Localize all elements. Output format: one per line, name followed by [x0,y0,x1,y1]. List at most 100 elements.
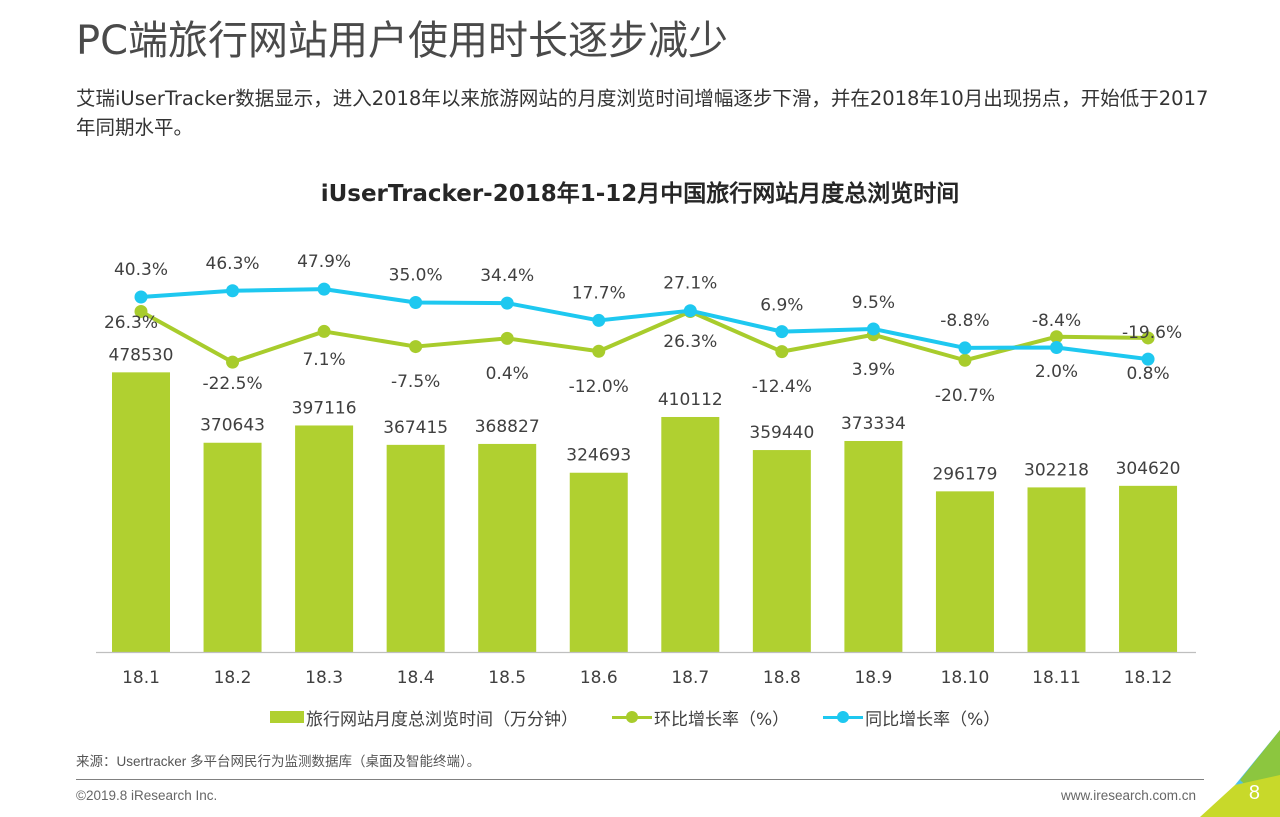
bar [386,444,445,652]
bar-data-label: 368827 [475,417,540,437]
mom-point [775,345,789,359]
mom-data-label: 7.1% [302,350,345,370]
mom-data-label: -12.4% [752,377,812,397]
yoy-data-label: -8.8% [940,311,989,331]
bar-data-label: 304620 [1116,459,1181,479]
bar-data-label: 370643 [200,416,265,436]
legend-line-swatch-yoy [823,711,864,723]
yoy-point [1050,341,1063,355]
x-axis-ticks: 18.1 18.2 18.3 18.4 18.5 18.6 18.7 18.8 18.9 18.1… [122,668,1172,688]
bar [661,416,720,652]
yoy-data-label: -8.4% [1032,311,1081,331]
bar-data-label: 478530 [109,345,174,365]
yoy-point [134,290,148,304]
chart: 478530 370643 397116 367415 368827 324693 4101… [96,252,1196,688]
yoy-point [226,284,240,298]
page-number: 8 [1248,782,1260,804]
x-tick-label: 18.9 [854,668,892,688]
source-note: 来源：Usertracker 多平台网民行为监测数据库（桌面及智能终端）。 [76,754,481,769]
x-tick-label: 18.12 [1124,668,1173,688]
yoy-point [683,304,697,318]
bar-data-label: 410112 [658,390,723,410]
yoy-point [592,313,606,327]
yoy-line [140,287,1149,362]
bar [203,442,262,652]
legend-line-swatch-mom [612,711,652,723]
mom-point [1141,331,1155,345]
mom-data-label: 0.4% [486,364,529,384]
legend-item-mom: 环比增长率（%） [612,705,789,730]
bar [112,372,170,652]
mom-data-label: -7.5% [391,372,440,392]
mom-point [592,344,606,358]
x-tick-label: 18.5 [488,668,526,688]
bar [1027,487,1086,652]
yoy-data-label: 6.9% [760,296,803,316]
chart-title: iUserTracker-2018年1-12月中国旅行网站月度总浏览时间 [320,181,960,207]
mom-point [500,331,514,345]
page-title: PC端旅行网站用户使用时长逐步减少 [76,18,729,64]
mom-data-label: 2.0% [1035,362,1078,382]
corner-decoration [1200,730,1280,817]
yoy-point [958,341,972,355]
mom-data-label: -20.7% [935,386,995,406]
yoy-data-label: 35.0% [389,265,443,285]
mom-point [134,305,148,319]
mom-point [317,324,331,338]
bar [752,450,811,652]
footer-divider [76,779,1204,780]
mom-point [1050,330,1063,344]
legend-label: 同比增长率（%） [865,709,1001,730]
bar [844,440,903,652]
yoy-point [1141,352,1155,366]
bar-data-label: 296179 [932,464,997,484]
bar-data-label: 302218 [1024,460,1089,480]
yoy-data-label: 46.3% [206,254,260,274]
bar [478,443,537,652]
bar-data-label: 359440 [749,423,814,443]
website-link[interactable]: www.iresearch.com.cn [1060,788,1196,803]
line-series [134,282,1155,369]
bar [1119,485,1178,652]
legend-label: 旅行网站月度总浏览时间（万分钟） [306,709,578,730]
chart-legend: 旅行网站月度总浏览时间（万分钟） 环比增长率（%） 同比增长率（%） [270,704,1034,730]
x-tick-label: 18.11 [1032,668,1081,688]
legend-item-yoy: 同比增长率（%） [823,705,1000,730]
yoy-point [409,295,423,309]
x-tick-label: 18.7 [671,668,709,688]
yoy-data-label: 17.7% [572,283,626,303]
mom-data-label: 0.8% [1126,364,1169,384]
legend-bar-swatch [270,711,304,723]
bar-labels: 478530 370643 397116 367415 368827 324693 4101… [109,345,1181,484]
yoy-point [775,325,789,339]
copyright: ©2019.8 iResearch Inc. [76,788,218,803]
yoy-point [500,296,514,310]
line-labels: 40.3% 46.3% 47.9% 35.0% 34.4% 17.7% 27.1% 6.9% 9… [104,252,1182,406]
bar-data-label: 373334 [841,414,906,434]
x-tick-label: 18.2 [214,668,252,688]
yoy-data-label: 47.9% [297,252,351,272]
mom-point [958,353,972,367]
x-tick-label: 18.6 [580,668,618,688]
mom-data-label: -22.5% [202,374,262,394]
bar [935,491,994,652]
yoy-data-label: 40.3% [114,260,168,280]
mom-data-label: -12.0% [569,377,629,397]
bar-series [112,372,1178,652]
x-tick-label: 18.8 [763,668,801,688]
yoy-point [866,322,880,336]
mom-point [226,355,240,369]
x-tick-label: 18.3 [305,668,343,688]
yoy-data-label: 34.4% [480,266,534,286]
page-subtitle: 艾瑞iUserTracker数据显示，进入2018年以来旅游网站的月度浏览时间增… [76,87,1209,139]
mom-data-label: 26.3% [104,313,158,333]
bar [295,425,354,652]
yoy-data-label: -19.6% [1122,323,1182,343]
legend-label: 环比增长率（%） [654,709,790,730]
x-tick-label: 18.1 [122,668,160,688]
bar-data-label: 397116 [292,398,357,418]
yoy-data-label: 27.1% [663,274,717,294]
legend-item-bar: 旅行网站月度总浏览时间（万分钟） [270,705,578,730]
x-tick-label: 18.10 [941,668,990,688]
mom-data-label: 26.3% [663,332,717,352]
